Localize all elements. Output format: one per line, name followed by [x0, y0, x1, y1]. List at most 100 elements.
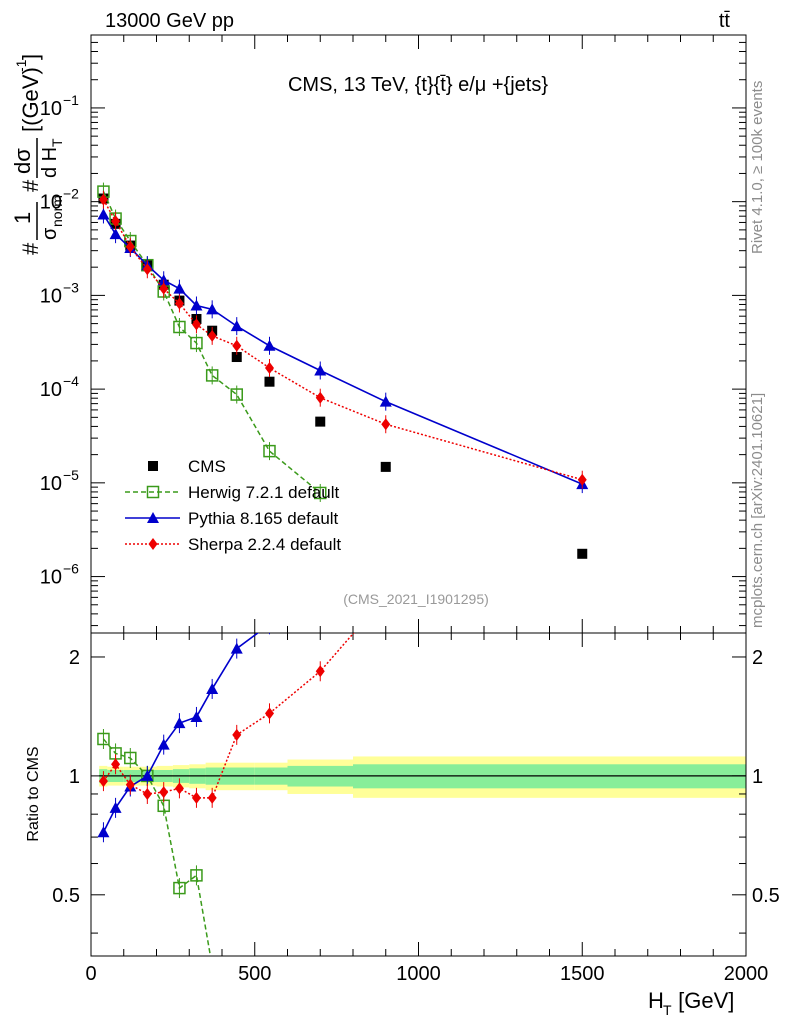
ylabel-num1: 1: [10, 212, 35, 224]
ylabel-den2sub: T: [49, 138, 65, 147]
point-herwig: [263, 444, 276, 458]
y-tick-exponent: −3: [63, 279, 79, 295]
point-pythia: [190, 299, 203, 311]
point-sherpa: [125, 240, 135, 253]
ratio-y-tick-label-right: 1: [752, 766, 763, 788]
plot-title: CMS, 13 TeV, {t}{t̄} e/μ +{jets}: [288, 74, 548, 96]
legend: CMS Herwig 7.2.1 default Pythia 8.165 defa…: [125, 457, 341, 554]
series-sherpa: [98, 190, 587, 489]
point-pythia: [230, 320, 243, 332]
point-pythia: [97, 208, 110, 220]
analysis-id: (CMS_2021_I1901295): [343, 591, 489, 607]
point-herwig: [230, 388, 243, 401]
series-cms: [98, 193, 588, 559]
ratio-line-pythia: [102, 633, 260, 833]
ratio-point-sherpa: [207, 791, 217, 804]
header-right: tt̄: [719, 10, 731, 32]
ratio-point-pythia: [263, 618, 275, 629]
point-sherpa: [315, 391, 325, 404]
ratio-point-herwig: [124, 751, 137, 765]
point-sherpa: [159, 282, 169, 295]
point-sherpa: [142, 263, 152, 276]
x-tick-label: 1500: [560, 963, 605, 985]
ylabel-den1: σ: [39, 227, 61, 240]
point-sherpa: [232, 339, 242, 352]
ratio-point-herwig: [173, 881, 186, 895]
ratio-point-pythia: [206, 682, 219, 694]
point-cms: [380, 461, 391, 472]
xlabel-sub: T: [663, 1002, 672, 1018]
ratio-point-sherpa: [111, 758, 121, 771]
point-pythia: [206, 303, 219, 315]
legend-label-pythia: Pythia 8.165 default: [188, 509, 339, 528]
ratio-point-pythia: [97, 826, 110, 838]
ratio-point-pythia: [157, 738, 170, 750]
y-tick-label: 10: [40, 98, 62, 120]
ylabel-num2: dσ: [10, 148, 35, 174]
ratio-point-sherpa: [315, 665, 325, 678]
mcplots-label: mcplots.cern.ch [arXiv:2401.10621]: [749, 393, 766, 628]
ratio-point-pythia: [141, 769, 154, 781]
point-pythia: [314, 364, 327, 376]
ratio-series-sherpa: [98, 633, 355, 808]
legend-item-cms: CMS: [148, 457, 226, 476]
ratio-point-pythia: [190, 710, 203, 722]
y-tick-exponent: −1: [63, 92, 79, 108]
ylabel-unitclose: ]: [18, 54, 43, 60]
point-cms: [231, 352, 242, 363]
ratio-point-sherpa: [125, 778, 135, 791]
point-cms: [315, 416, 326, 427]
ratio-point-herwig: [207, 961, 218, 972]
series-line-sherpa: [102, 199, 583, 481]
y-tick-exponent: −4: [63, 373, 79, 389]
point-herwig: [205, 369, 219, 382]
y-tick-exponent: −6: [63, 561, 79, 577]
legend-marker-herwig: [146, 485, 160, 499]
series-line-pythia: [102, 214, 583, 485]
y-tick-label: 10: [40, 285, 62, 307]
ylabel-unitsup: -1: [13, 59, 29, 72]
y-axis-label-bottom: Ratio to CMS: [25, 746, 42, 841]
legend-marker-pythia: [147, 512, 159, 523]
x-tick-label: 500: [238, 963, 271, 985]
x-tick-label: 0: [85, 963, 96, 985]
legend-label-cms: CMS: [188, 457, 226, 476]
x-tick-label: 2000: [724, 963, 769, 985]
ratio-point-sherpa: [232, 728, 242, 741]
ratio-point-pythia: [173, 717, 186, 729]
ratio-line-herwig: [102, 738, 212, 956]
y-tick-label: 10: [40, 192, 62, 214]
ratio-point-pythia: [109, 801, 122, 813]
xlabel-unit: [GeV]: [672, 988, 734, 1013]
y-tick-label: 10: [40, 379, 62, 401]
ratio-y-tick-label-right: 2: [752, 647, 763, 669]
ylabel-den1sub: norm: [49, 195, 65, 227]
ratio-panel-series: [97, 618, 355, 972]
ratio-point-sherpa: [191, 791, 201, 804]
ratio-y-tick-label-right: 0.5: [752, 885, 780, 907]
point-sherpa: [191, 318, 201, 331]
point-pythia: [263, 339, 276, 351]
point-sherpa: [381, 418, 391, 431]
point-sherpa: [111, 215, 121, 228]
legend-marker-sherpa: [148, 538, 158, 550]
point-sherpa: [207, 329, 217, 342]
axes: 0 500 1000 1500 200010−610−510−410−310−210−1…: [40, 35, 780, 985]
ylabel-den2: d H: [39, 147, 61, 178]
point-cms: [577, 548, 588, 559]
y-axis-label-top: # 1 σ norm # dσ d H T [(GeV) -1 ]: [10, 54, 65, 255]
ratio-uncertainty-band: [99, 756, 746, 798]
point-sherpa: [264, 361, 274, 374]
point-sherpa: [577, 473, 587, 486]
legend-marker-cms: [148, 461, 158, 471]
y-tick-label: 10: [40, 567, 62, 589]
ylabel-hash1: #: [18, 242, 43, 255]
point-herwig: [314, 486, 327, 500]
point-pythia: [379, 395, 392, 407]
y-tick-exponent: −2: [63, 186, 79, 202]
legend-item-sherpa: Sherpa 2.2.4 default: [125, 535, 341, 554]
ratio-point-sherpa: [264, 707, 274, 720]
point-herwig: [190, 336, 203, 350]
point-pythia: [173, 282, 186, 294]
y-tick-label: 10: [40, 473, 62, 495]
